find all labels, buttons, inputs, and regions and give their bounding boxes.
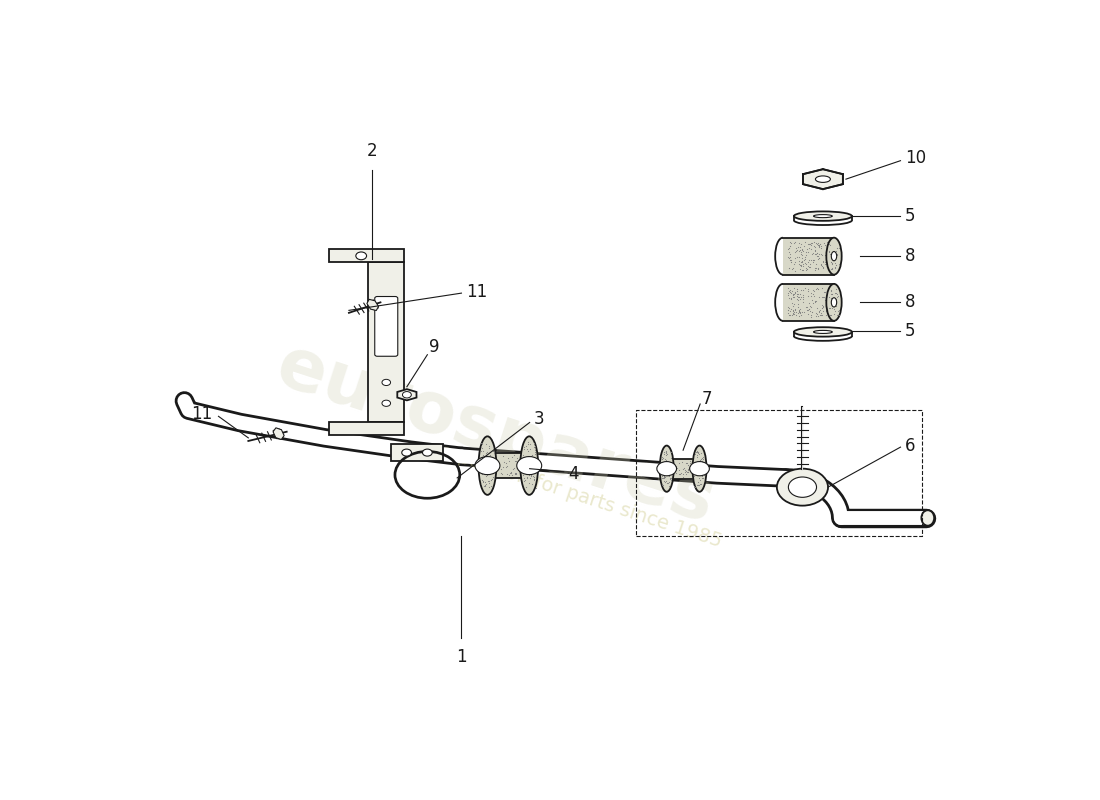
Text: eurospares: eurospares: [267, 331, 724, 538]
Text: 11: 11: [191, 406, 212, 423]
Bar: [783, 238, 834, 274]
Polygon shape: [329, 250, 404, 262]
Text: 8: 8: [904, 294, 915, 311]
Ellipse shape: [660, 446, 673, 492]
Polygon shape: [273, 428, 284, 439]
Text: 11: 11: [465, 283, 487, 301]
Ellipse shape: [520, 436, 538, 495]
Circle shape: [657, 462, 676, 476]
Polygon shape: [392, 445, 443, 461]
Polygon shape: [329, 422, 404, 435]
Text: 10: 10: [904, 149, 926, 166]
Text: 7: 7: [702, 390, 713, 408]
Circle shape: [402, 449, 411, 456]
Circle shape: [475, 457, 499, 474]
Ellipse shape: [826, 284, 842, 321]
Ellipse shape: [832, 251, 837, 261]
Polygon shape: [803, 169, 843, 189]
Text: 9: 9: [429, 338, 440, 356]
Text: 3: 3: [534, 410, 544, 429]
Polygon shape: [397, 389, 417, 400]
Circle shape: [517, 457, 541, 474]
Circle shape: [382, 379, 390, 386]
Text: 2: 2: [366, 142, 377, 161]
Text: a passion for parts since 1985: a passion for parts since 1985: [438, 442, 724, 551]
Ellipse shape: [794, 327, 851, 337]
Ellipse shape: [814, 214, 833, 218]
Circle shape: [355, 252, 366, 260]
Ellipse shape: [814, 330, 833, 334]
Polygon shape: [368, 262, 404, 422]
Ellipse shape: [693, 446, 706, 492]
Text: 8: 8: [904, 247, 915, 265]
Bar: [673, 458, 693, 479]
Bar: [783, 284, 834, 321]
Ellipse shape: [826, 238, 842, 274]
Ellipse shape: [794, 211, 851, 221]
Circle shape: [777, 469, 828, 506]
Circle shape: [422, 449, 432, 456]
Text: 5: 5: [904, 322, 915, 340]
Circle shape: [403, 391, 411, 398]
Circle shape: [690, 462, 710, 476]
Ellipse shape: [922, 510, 934, 526]
Bar: [496, 453, 520, 478]
Text: 5: 5: [904, 206, 915, 225]
Text: 4: 4: [568, 465, 579, 482]
Ellipse shape: [478, 436, 496, 495]
FancyBboxPatch shape: [375, 297, 398, 356]
Circle shape: [382, 400, 390, 406]
Circle shape: [789, 477, 816, 498]
Polygon shape: [367, 299, 378, 310]
Ellipse shape: [815, 176, 830, 182]
Ellipse shape: [832, 298, 837, 307]
Text: 1: 1: [456, 647, 466, 666]
Text: 6: 6: [904, 437, 915, 455]
